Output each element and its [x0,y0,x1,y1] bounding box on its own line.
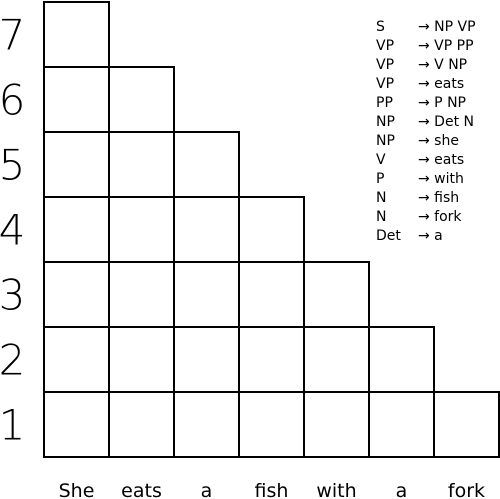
row-length-labels: 1 2 3 4 5 6 7 [0,11,25,450]
grammar-rule-rhs: → VP PP [418,38,474,54]
word-4: fish [255,480,289,499]
row-label-2: 2 [0,336,25,385]
grammar-rule-lhs: NP [376,114,395,130]
chart-cell-r3-c4 [238,261,305,328]
row-label-1: 1 [0,401,25,450]
grammar-rule-rhs: → eats [418,76,464,92]
row-label-6: 6 [0,76,25,125]
grammar-rule-lhs: Det [376,228,401,244]
grammar-rule-lhs: VP [376,38,394,54]
chart-cell-r2-c6 [368,326,435,393]
chart-cell-r1-c4 [238,391,305,458]
grammar-rule-lhs: V [376,152,386,168]
grammar-rule-lhs: N [376,190,386,206]
chart-cell-r2-c3 [173,326,240,393]
grammar-rule-rhs: → a [418,228,443,244]
grammar-rule-rhs: → fish [418,190,459,206]
row-label-3: 3 [0,271,25,320]
chart-cell-r5-c2 [108,131,175,198]
grammar-rule-rhs: → Det N [418,114,474,130]
word-7: fork [448,480,485,499]
grammar-rule-lhs: VP [376,57,394,73]
grammar-rule-rhs: → NP VP [418,19,476,35]
chart-cell-r4-c3 [173,196,240,263]
input-sentence: She eats a fish with a fork [59,480,485,499]
chart-cell-r2-c1 [43,326,110,393]
chart-cell-r6-c2 [108,66,175,133]
chart-cell-r2-c2 [108,326,175,393]
row-label-4: 4 [0,206,25,255]
chart-cell-r1-c5 [303,391,370,458]
grammar-rule-rhs: → V NP [418,57,467,73]
grammar-rule-rhs: → P NP [418,95,466,111]
grammar-rule-rhs: → fork [418,209,462,225]
word-1: She [59,480,95,499]
grammar-rule-lhs: N [376,209,386,225]
grammar-rule-lhs: S [376,19,385,35]
grammar-rule-rhs: → she [418,133,459,149]
word-5: with [316,480,356,499]
chart-cell-r6-c1 [43,66,110,133]
chart-cell-r1-c1 [43,391,110,458]
chart-cell-r5-c1 [43,131,110,198]
chart-cell-r1-c3 [173,391,240,458]
chart-cell-r4-c2 [108,196,175,263]
chart-cell-r4-c1 [43,196,110,263]
chart-cell-r3-c1 [43,261,110,328]
grammar-rule-lhs: P [376,171,384,187]
chart-cell-r1-c2 [108,391,175,458]
chart-cell-r4-c4 [238,196,305,263]
chart-cell-r3-c2 [108,261,175,328]
grammar-rule-lhs: VP [376,76,394,92]
chart-cell-r5-c3 [173,131,240,198]
grammar-rule-lhs: NP [376,133,395,149]
grammar-rule-rhs: → with [418,171,464,187]
chart-cell-r2-c4 [238,326,305,393]
grammar-rule-rhs: → eats [418,152,464,168]
row-label-5: 5 [0,141,25,190]
word-3: a [201,480,213,499]
word-2: eats [121,480,162,499]
grammar-rule-lhs: PP [376,95,393,111]
row-label-7: 7 [0,11,25,60]
grammar-rules: S → NP VP VP → VP PP VP → V NP VP → eats PP → P N… [376,19,476,244]
chart-cell-r1-c7 [433,391,500,458]
chart-cell-r3-c5 [303,261,370,328]
word-6: a [396,480,408,499]
chart-cells [43,1,500,458]
chart-cell-r1-c6 [368,391,435,458]
chart-cell-r3-c3 [173,261,240,328]
chart-cell-r7-c1 [43,1,110,68]
chart-cell-r2-c5 [303,326,370,393]
